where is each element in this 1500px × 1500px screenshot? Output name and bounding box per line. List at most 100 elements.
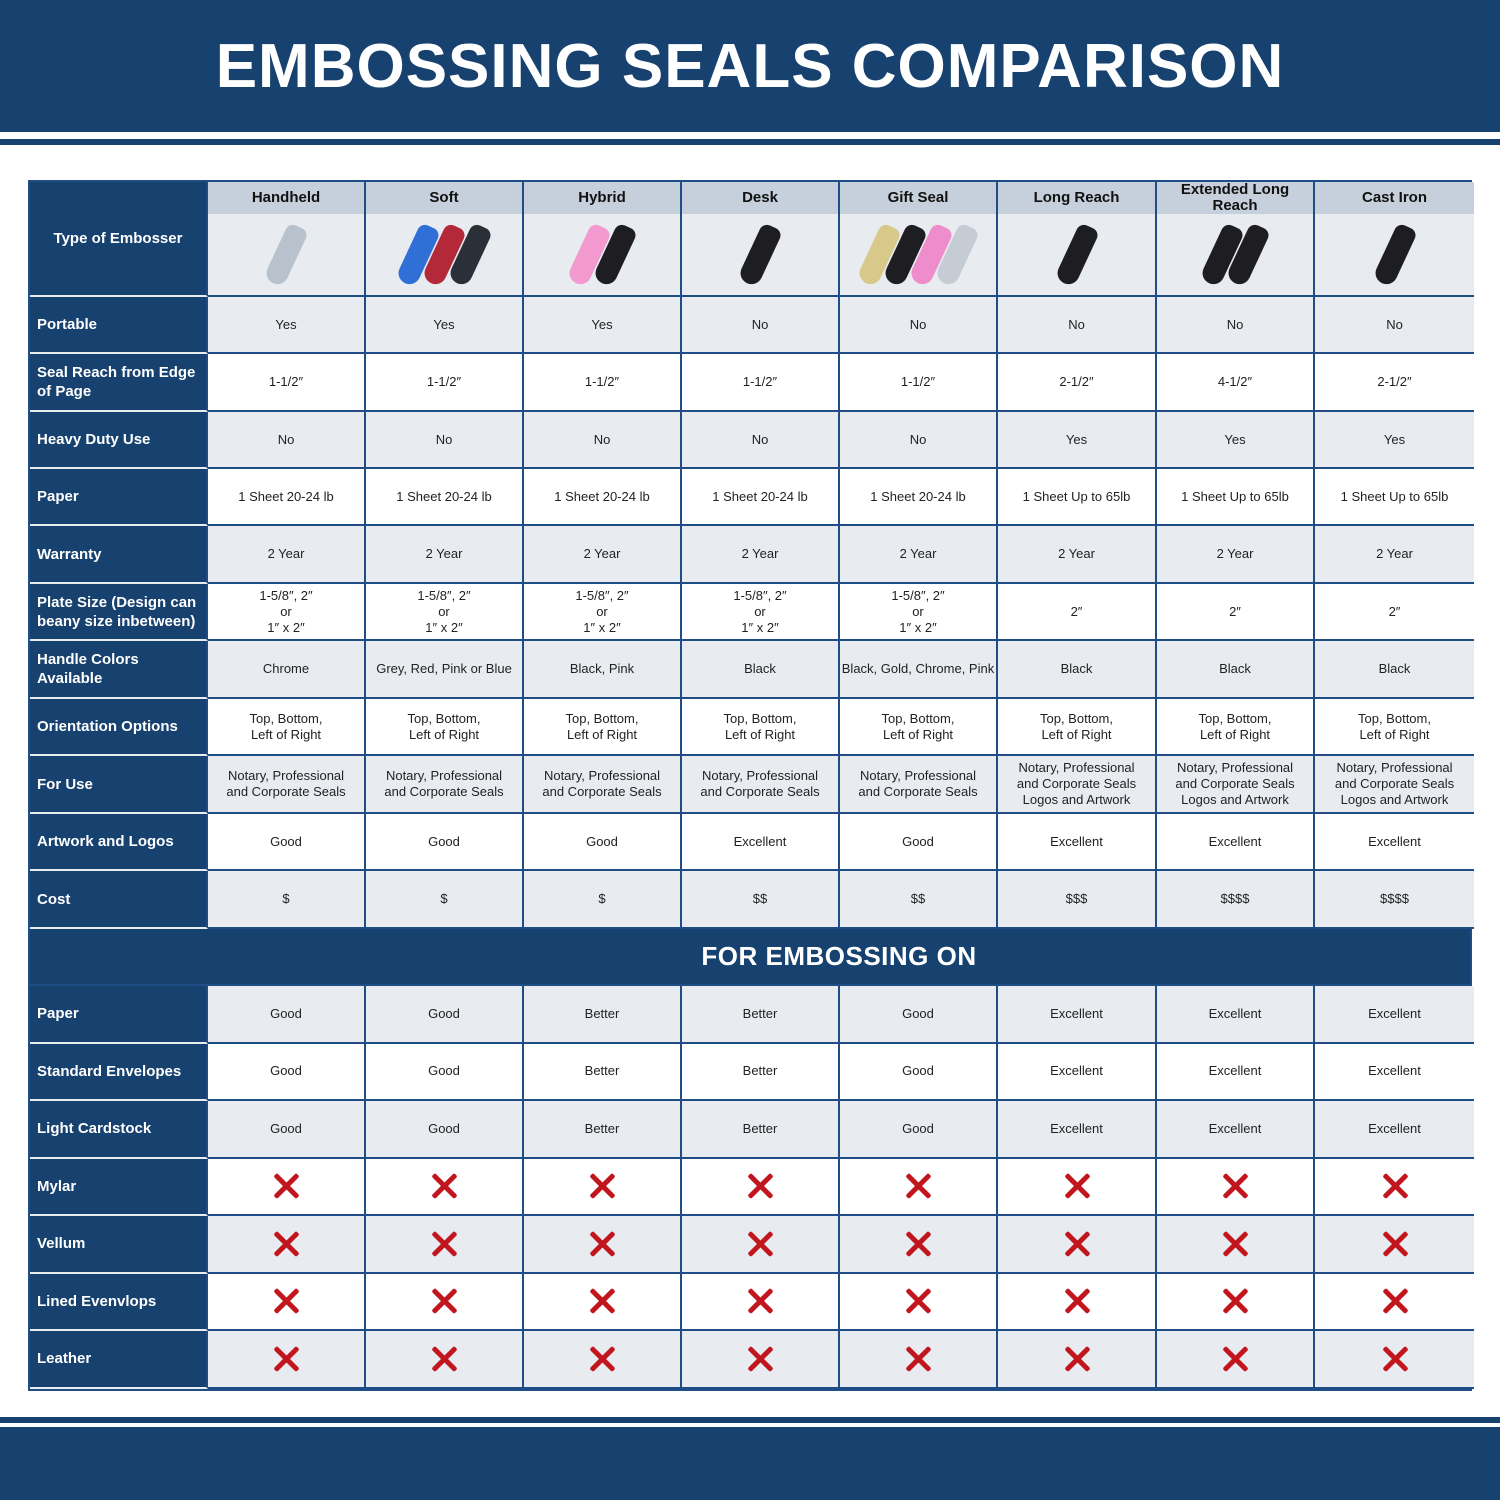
table-cell: Excellent: [682, 814, 840, 871]
red-x-icon: [589, 1231, 615, 1257]
table-cell: Excellent: [998, 986, 1157, 1044]
table-cell: [1315, 1158, 1474, 1216]
table-cell: [208, 1158, 366, 1216]
table-cell: Black: [1315, 641, 1474, 699]
table-cell: Excellent: [998, 1043, 1157, 1101]
red-x-icon: [589, 1288, 615, 1314]
column-name: Soft: [366, 182, 522, 214]
table-row: Paper 1 Sheet 20-24 lb 1 Sheet 20-24 lb 1 S…: [30, 469, 1474, 526]
table-cell: No: [682, 412, 840, 469]
red-x-icon: [273, 1346, 299, 1372]
row-label: Light Cardstock: [30, 1101, 208, 1159]
table-cell: No: [998, 297, 1157, 354]
row-label: Artwork and Logos: [30, 814, 208, 871]
table-row: Paper Good Good Better Better Good Excellent Ex…: [30, 986, 1474, 1044]
table-cell: $$$: [998, 871, 1157, 929]
table-row: For Use Notary, Professional and Corporat…: [30, 756, 1474, 814]
table-cell: 1-5/8″, 2″ or 1″ x 2″: [840, 584, 998, 641]
table-row: Warranty 2 Year 2 Year 2 Year 2 Year 2 Year 2 …: [30, 526, 1474, 584]
embosser-icon: [736, 221, 784, 288]
table-cell: No: [1315, 297, 1474, 354]
table-cell: Better: [524, 1101, 682, 1159]
table-cell: 2 Year: [1315, 526, 1474, 584]
row-label: Cost: [30, 871, 208, 929]
red-x-icon: [589, 1346, 615, 1372]
table-cell: [1315, 1273, 1474, 1331]
row-label: Warranty: [30, 526, 208, 584]
red-x-icon: [273, 1231, 299, 1257]
table-cell: 2″: [1315, 584, 1474, 641]
row-label: Mylar: [30, 1158, 208, 1216]
table-cell: 1 Sheet Up to 65lb: [1315, 469, 1474, 526]
table-cell: 1-1/2″: [682, 354, 840, 412]
table-cell: 1-5/8″, 2″ or 1″ x 2″: [208, 584, 366, 641]
column-header: Hybrid: [524, 182, 682, 297]
table-row: Leather: [30, 1331, 1474, 1389]
table-cell: Good: [840, 1101, 998, 1159]
table-cell: [366, 1273, 524, 1331]
table-row: Portable Yes Yes Yes No No No No No: [30, 297, 1474, 354]
table-row: Light Cardstock Good Good Better Better Good E…: [30, 1101, 1474, 1159]
table-cell: 2 Year: [1157, 526, 1315, 584]
table-cell: 2 Year: [524, 526, 682, 584]
table-cell: 2 Year: [840, 526, 998, 584]
table-cell: Excellent: [1315, 1043, 1474, 1101]
table-cell: Good: [840, 986, 998, 1044]
table-cell: Notary, Professional and Corporate Seals: [524, 756, 682, 814]
column-header: Long Reach: [998, 182, 1157, 297]
table-cell: [998, 1216, 1157, 1274]
table-cell: $$: [682, 871, 840, 929]
table-cell: Good: [524, 814, 682, 871]
table-cell: Yes: [998, 412, 1157, 469]
table-cell: Excellent: [1315, 986, 1474, 1044]
red-x-icon: [1382, 1231, 1408, 1257]
table-row: Orientation Options Top, Bottom, Left of …: [30, 699, 1474, 756]
red-x-icon: [905, 1346, 931, 1372]
table-cell: 1 Sheet Up to 65lb: [1157, 469, 1315, 526]
divider: [0, 139, 1500, 145]
table-cell: No: [840, 412, 998, 469]
table-cell: 2″: [1157, 584, 1315, 641]
table-cell: [1157, 1158, 1315, 1216]
table-row: Seal Reach from Edge of Page 1-1/2″ 1-1/2″…: [30, 354, 1474, 412]
table-row: Cost $ $ $ $$ $$ $$$ $$$$ $$$$: [30, 871, 1474, 929]
red-x-icon: [747, 1346, 773, 1372]
table-cell: Black: [998, 641, 1157, 699]
red-x-icon: [905, 1288, 931, 1314]
table-cell: 1-1/2″: [840, 354, 998, 412]
table-cell: [524, 1331, 682, 1389]
table-cell: Top, Bottom, Left of Right: [840, 699, 998, 756]
table-cell: Black: [682, 641, 840, 699]
column-name: Long Reach: [998, 182, 1155, 214]
row-label: Plate Size (Design can beany size inbetw…: [30, 584, 208, 641]
table-cell: Black: [1157, 641, 1315, 699]
table-cell: [998, 1331, 1157, 1389]
table-cell: [682, 1273, 840, 1331]
red-x-icon: [431, 1231, 457, 1257]
embosser-icon: [1371, 221, 1418, 288]
column-name: Gift Seal: [840, 182, 996, 214]
table-cell: Notary, Professional and Corporate Seals: [682, 756, 840, 814]
row-label: Orientation Options: [30, 699, 208, 756]
row-label: Handle Colors Available: [30, 641, 208, 699]
table-cell: [998, 1158, 1157, 1216]
table-cell: [366, 1331, 524, 1389]
table-cell: $: [524, 871, 682, 929]
column-name: Desk: [682, 182, 838, 214]
table-cell: [366, 1158, 524, 1216]
table-cell: [524, 1216, 682, 1274]
red-x-icon: [1382, 1288, 1408, 1314]
table-cell: 2″: [998, 584, 1157, 641]
table-row: Standard Envelopes Good Good Better Better Go…: [30, 1043, 1474, 1101]
table-cell: [682, 1158, 840, 1216]
table-cell: Excellent: [1157, 814, 1315, 871]
embosser-image: [524, 214, 680, 295]
red-x-icon: [747, 1231, 773, 1257]
embosser-image: [682, 214, 838, 295]
table-cell: [998, 1273, 1157, 1331]
table-cell: Good: [208, 1101, 366, 1159]
table-cell: Grey, Red, Pink or Blue: [366, 641, 524, 699]
table-cell: Chrome: [208, 641, 366, 699]
table-cell: [1315, 1216, 1474, 1274]
table-cell: Good: [366, 1043, 524, 1101]
